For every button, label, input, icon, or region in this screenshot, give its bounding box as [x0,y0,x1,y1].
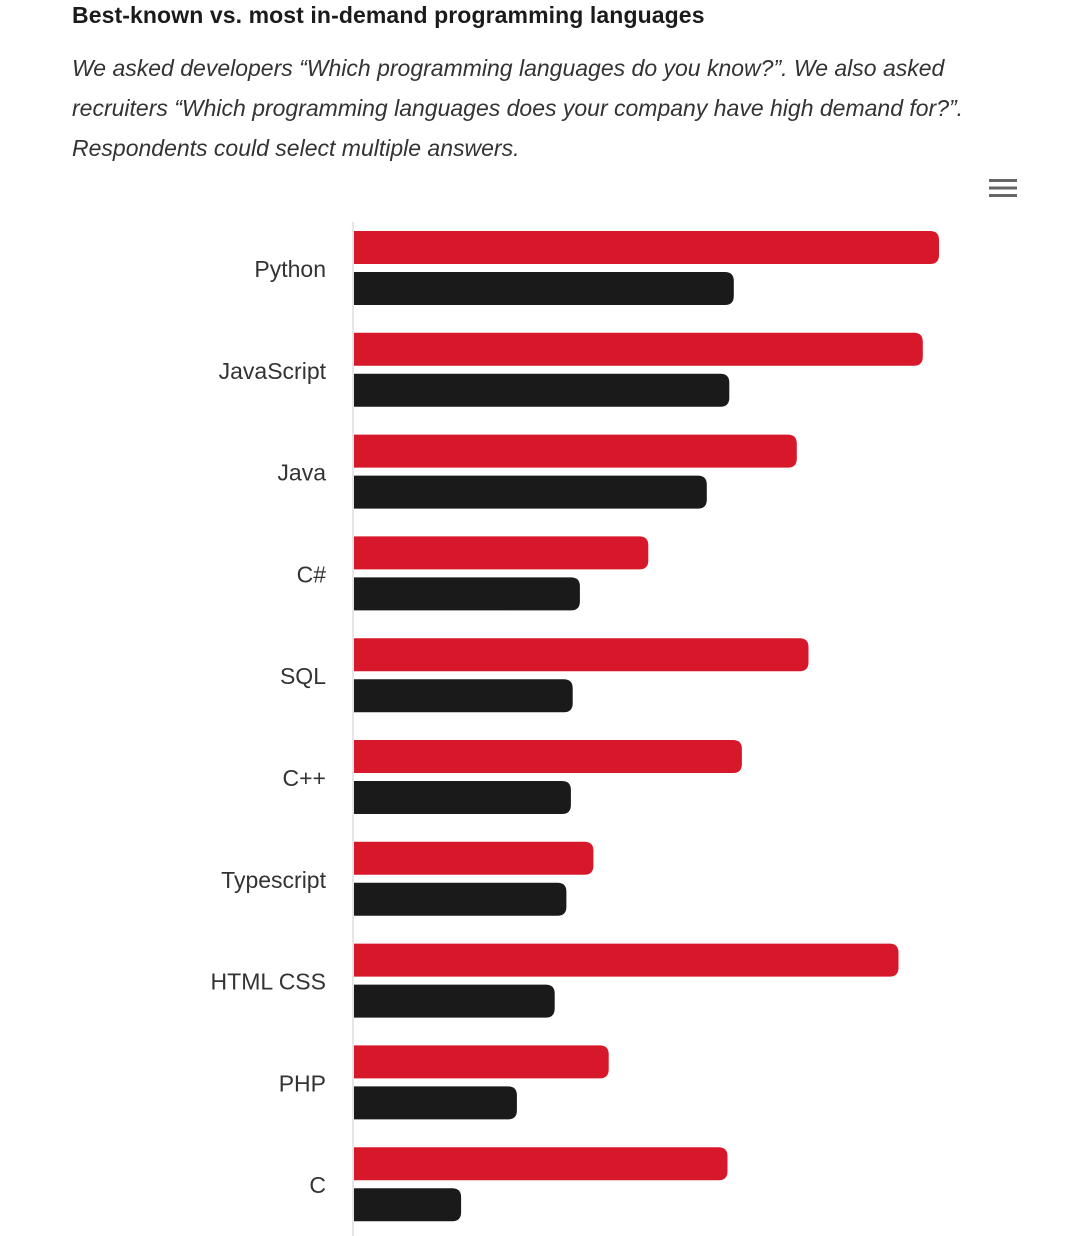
bar-developers[interactable] [354,638,809,672]
bar-developers[interactable] [354,1045,609,1079]
bar-developers[interactable] [354,536,649,570]
bar-developers[interactable] [354,434,797,468]
bar-developers[interactable] [354,943,899,977]
bar-recruiters[interactable] [354,577,580,611]
bar-recruiters[interactable] [354,882,567,916]
category-label: C# [297,561,327,587]
bar-recruiters[interactable] [354,1188,462,1222]
chart-subtitle: We asked developers “Which programming l… [72,55,964,161]
category-label: JavaScript [219,358,327,384]
category-label: HTML CSS [211,969,326,995]
category-label: SQL [280,663,326,689]
bar-recruiters[interactable] [354,373,730,407]
bar-developers[interactable] [354,332,923,366]
bar-developers[interactable] [354,740,742,773]
chart-menu-button[interactable] [986,174,1020,202]
category-label: Java [277,460,326,486]
bar-recruiters[interactable] [354,781,571,814]
bar-developers[interactable] [354,1147,728,1181]
bar-recruiters[interactable] [354,1086,517,1120]
bar-recruiters[interactable] [354,475,707,509]
bar-recruiters[interactable] [354,272,734,305]
category-label: Typescript [221,867,326,893]
bar-recruiters[interactable] [354,984,555,1018]
chart-title: Best-known vs. most in-demand programmin… [72,2,705,28]
category-label: Python [254,256,326,282]
category-label: C [309,1172,326,1198]
category-label: C++ [283,765,326,791]
bar-developers[interactable] [354,841,594,875]
category-label: PHP [279,1070,326,1096]
hamburger-menu-icon [989,179,1017,197]
bar-recruiters[interactable] [354,679,573,713]
bar-developers[interactable] [354,231,939,264]
